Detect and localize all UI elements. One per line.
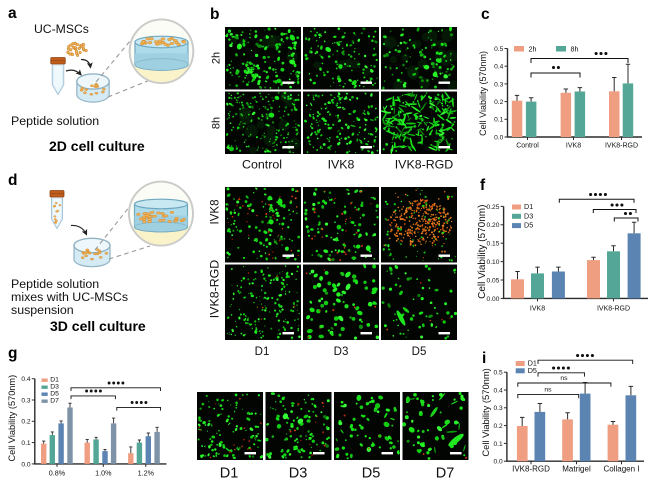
svg-text:f: f xyxy=(480,177,486,194)
svg-text:0.10: 0.10 xyxy=(487,259,500,266)
svg-text:D5: D5 xyxy=(362,466,381,482)
svg-text:0.2: 0.2 xyxy=(494,99,503,106)
svg-text:8h: 8h xyxy=(211,117,223,129)
svg-text:D3: D3 xyxy=(50,383,59,390)
svg-text:0.1: 0.1 xyxy=(494,117,503,124)
svg-text:D1: D1 xyxy=(528,359,537,368)
svg-text:D3: D3 xyxy=(334,346,349,358)
svg-text:0.0: 0.0 xyxy=(494,134,503,141)
svg-text:0.4: 0.4 xyxy=(494,64,503,71)
svg-text:Peptide solution: Peptide solution xyxy=(11,277,99,291)
svg-text:0.1: 0.1 xyxy=(21,440,30,447)
svg-text:Cell Viability (570nm): Cell Viability (570nm) xyxy=(477,205,488,299)
svg-text:IVK8-RGD: IVK8-RGD xyxy=(208,260,222,319)
svg-text:0.0: 0.0 xyxy=(21,461,30,468)
svg-text:0.5: 0.5 xyxy=(494,46,503,53)
svg-text:Control: Control xyxy=(242,158,282,172)
svg-text:mixes with UC-MSCs: mixes with UC-MSCs xyxy=(11,290,128,304)
svg-text:IVK8: IVK8 xyxy=(210,200,222,225)
svg-text:D7: D7 xyxy=(50,397,59,404)
svg-text:g: g xyxy=(8,345,17,362)
svg-text:i: i xyxy=(482,350,486,367)
svg-text:Cell Viability (570nm): Cell Viability (570nm) xyxy=(7,375,17,462)
svg-text:D5: D5 xyxy=(524,221,533,230)
svg-text:Peptide solution: Peptide solution xyxy=(11,114,99,128)
svg-text:0.5: 0.5 xyxy=(494,370,503,377)
svg-text:suspension: suspension xyxy=(11,303,74,317)
svg-text:IVK8: IVK8 xyxy=(530,306,545,313)
svg-text:0.20: 0.20 xyxy=(487,222,500,229)
svg-text:0.3: 0.3 xyxy=(494,81,503,88)
svg-text:IVK8-RGD: IVK8-RGD xyxy=(597,306,630,313)
svg-text:D3: D3 xyxy=(289,466,308,482)
svg-text:Matrigel: Matrigel xyxy=(562,465,591,474)
svg-text:D5: D5 xyxy=(412,346,427,358)
svg-text:0.0: 0.0 xyxy=(494,459,503,466)
svg-text:Collagen I: Collagen I xyxy=(603,465,639,474)
svg-text:ns: ns xyxy=(544,387,552,394)
svg-text:IVK8: IVK8 xyxy=(328,158,355,172)
svg-text:b: b xyxy=(210,6,219,23)
svg-text:IVK8-RGD: IVK8-RGD xyxy=(395,158,454,172)
svg-text:0.1: 0.1 xyxy=(494,441,503,448)
svg-text:0.00: 0.00 xyxy=(487,296,500,303)
svg-text:Cell Viability (570nm): Cell Viability (570nm) xyxy=(478,51,488,136)
svg-text:D1: D1 xyxy=(50,376,59,383)
svg-text:0.2: 0.2 xyxy=(494,423,503,430)
svg-text:2h: 2h xyxy=(211,52,223,64)
svg-text:c: c xyxy=(481,6,490,23)
svg-text:0.25: 0.25 xyxy=(487,204,500,211)
svg-text:0.4: 0.4 xyxy=(21,376,30,383)
svg-text:D5: D5 xyxy=(528,366,537,375)
svg-text:IVK8: IVK8 xyxy=(566,143,581,150)
svg-text:3D cell culture: 3D cell culture xyxy=(50,318,146,334)
svg-text:0.2: 0.2 xyxy=(21,419,30,426)
svg-text:IVK8-RGD: IVK8-RGD xyxy=(605,143,638,150)
svg-text:0.3: 0.3 xyxy=(21,397,30,404)
svg-text:2h: 2h xyxy=(529,45,537,54)
svg-text:UC-MSCs: UC-MSCs xyxy=(34,22,89,36)
svg-text:0.8%: 0.8% xyxy=(49,469,66,478)
svg-text:ns: ns xyxy=(560,375,568,382)
svg-text:1.2%: 1.2% xyxy=(138,469,155,478)
svg-text:Control: Control xyxy=(516,143,539,150)
svg-text:d: d xyxy=(8,172,17,189)
svg-text:2D cell culture: 2D cell culture xyxy=(49,138,145,154)
svg-text:D1: D1 xyxy=(220,466,239,482)
svg-text:IVK8-RGD: IVK8-RGD xyxy=(512,465,550,474)
svg-text:8h: 8h xyxy=(571,45,579,54)
svg-text:D1: D1 xyxy=(524,202,533,211)
svg-text:0.15: 0.15 xyxy=(487,241,500,248)
svg-text:0.3: 0.3 xyxy=(494,405,503,412)
svg-text:0.4: 0.4 xyxy=(494,387,503,394)
svg-text:D3: D3 xyxy=(524,211,533,220)
svg-text:Cell Viability (570nm): Cell Viability (570nm) xyxy=(480,368,491,456)
svg-text:D7: D7 xyxy=(436,466,455,482)
svg-text:D1: D1 xyxy=(255,346,270,358)
svg-text:a: a xyxy=(8,5,17,22)
svg-text:1.0%: 1.0% xyxy=(95,469,112,478)
svg-text:D5: D5 xyxy=(50,390,59,397)
svg-text:0.05: 0.05 xyxy=(487,277,500,284)
